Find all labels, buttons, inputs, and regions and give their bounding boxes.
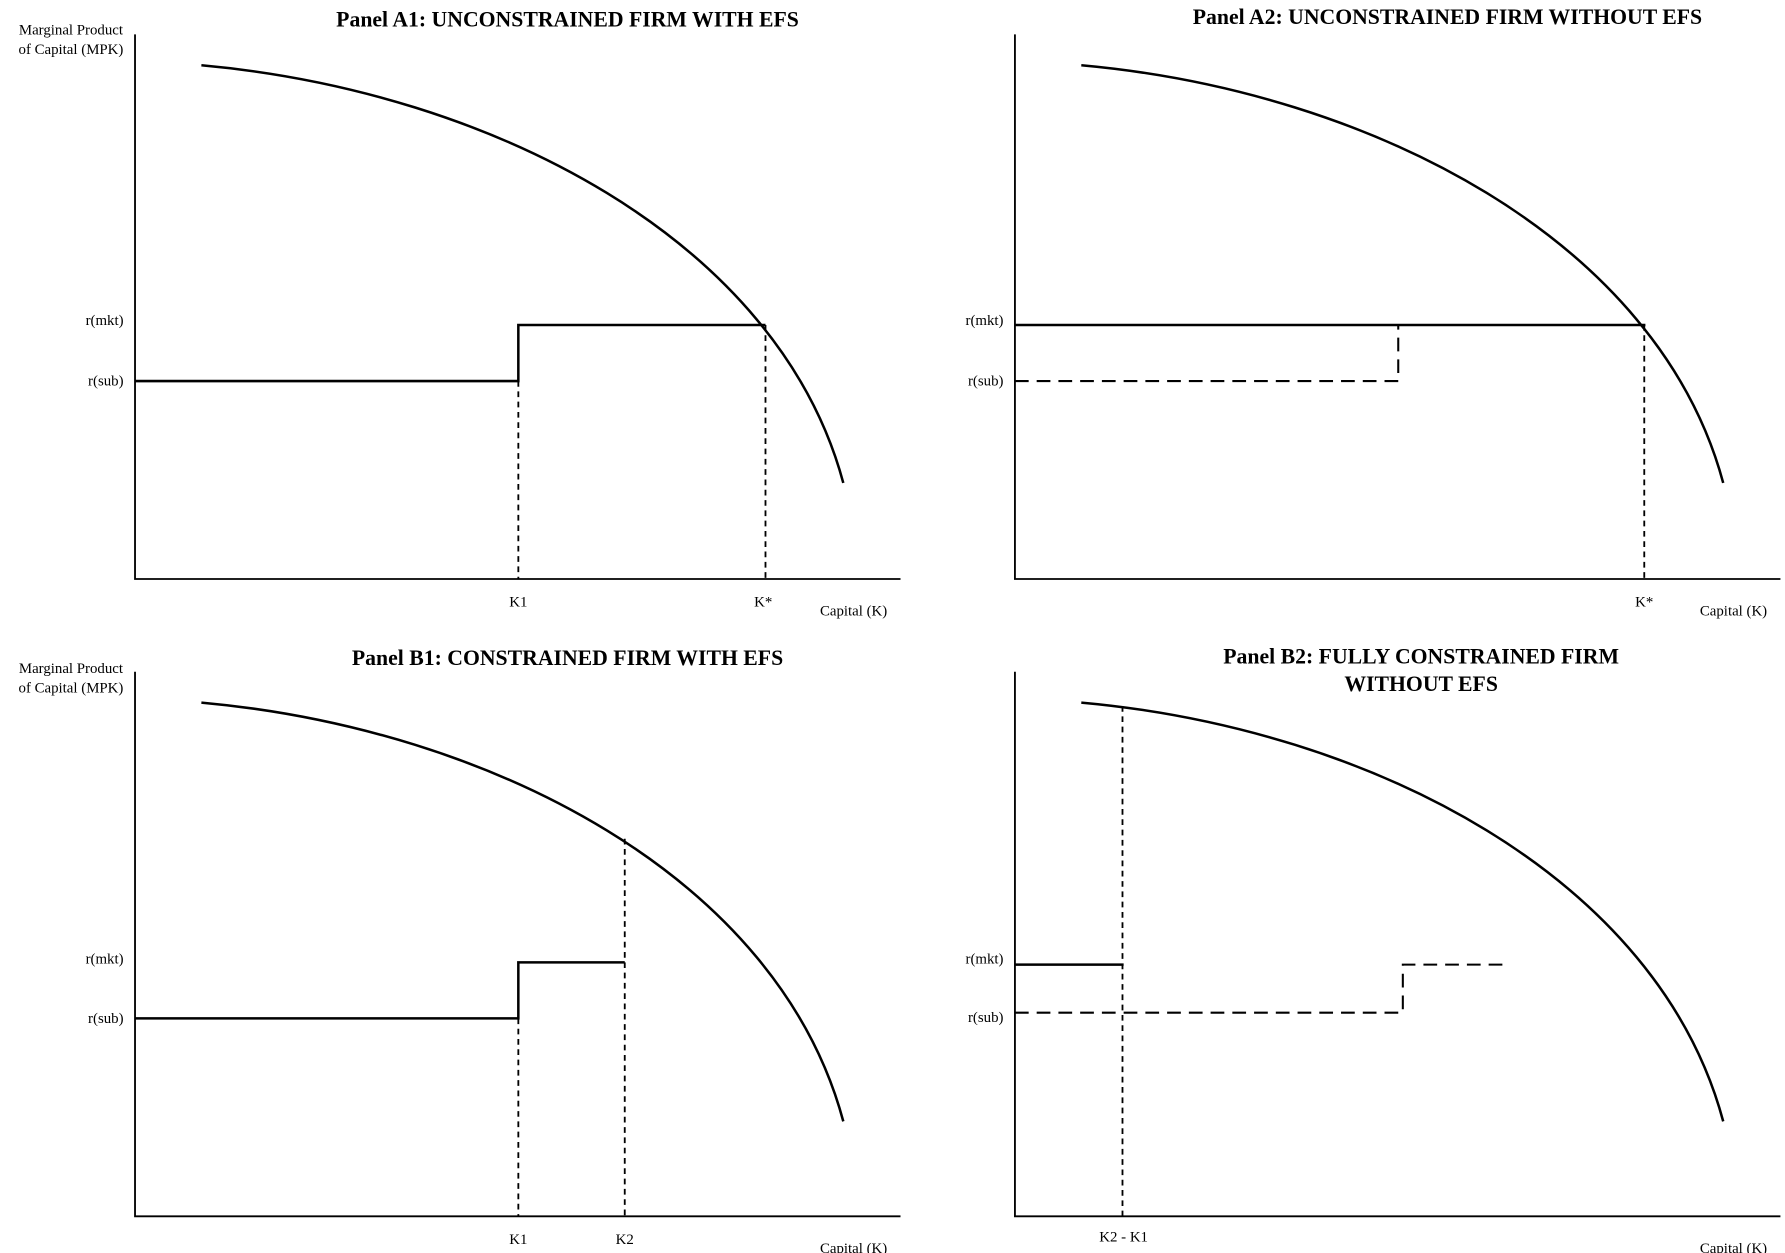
guide-line [517, 324, 767, 580]
panel-a1: Panel A1: UNCONSTRAINED FIRM WITH EFS Ma… [19, 7, 901, 620]
cost-of-capital [135, 961, 625, 1020]
axes [1014, 671, 1781, 1218]
x-axis-label: Capital (K) [820, 604, 887, 620]
mpk-curve [1081, 701, 1725, 1122]
y-label: r(mkt) [966, 951, 1004, 967]
cost-of-capital [135, 323, 766, 383]
x-label: K* [1635, 594, 1653, 610]
subsidized-rate [1014, 963, 1509, 1014]
x-label: K1 [509, 594, 527, 610]
x-axis-label: Capital (K) [1700, 1241, 1767, 1253]
x-label: K1 [509, 1232, 527, 1248]
y-label: r(sub) [88, 1011, 124, 1027]
axes [1014, 34, 1781, 580]
x-label: K* [754, 594, 772, 610]
panel-title: Panel B1: CONSTRAINED FIRM WITH EFS [352, 646, 783, 670]
mpk-curve [1081, 64, 1725, 484]
panel-b1: Panel B1: CONSTRAINED FIRM WITH EFS Marg… [19, 646, 901, 1253]
mpk-curve [201, 701, 845, 1122]
y-label: r(mkt) [86, 313, 124, 329]
panel-b2: Panel B2: FULLY CONSTRAINED FIRM WITHOUT… [966, 645, 1781, 1253]
y-label: r(mkt) [966, 313, 1004, 329]
y-label: r(mkt) [86, 951, 124, 967]
panel-title: Panel A1: UNCONSTRAINED FIRM WITH EFS [336, 7, 799, 31]
panel-title: WITHOUT EFS [1344, 672, 1498, 696]
x-axis-label: Capital (K) [1700, 604, 1767, 620]
x-label: K2 [616, 1232, 634, 1248]
y-axis-label: Marginal Product [19, 661, 124, 677]
guide-line [517, 838, 626, 1217]
x-label: K2 - K1 [1099, 1230, 1148, 1246]
y-label: r(sub) [968, 374, 1004, 390]
y-axis-label: of Capital (MPK) [19, 680, 124, 696]
y-label: r(sub) [88, 374, 124, 390]
panel-a2: Panel A2: UNCONSTRAINED FIRM WITHOUT EFS… [966, 5, 1781, 620]
panel-title: Panel A2: UNCONSTRAINED FIRM WITHOUT EFS [1193, 5, 1702, 29]
axes [134, 34, 901, 580]
x-axis-label: Capital (K) [820, 1241, 887, 1253]
y-label: r(sub) [968, 1010, 1004, 1026]
mpk-curve [201, 64, 845, 484]
axes [134, 671, 901, 1218]
panel-title: Panel B2: FULLY CONSTRAINED FIRM [1223, 645, 1619, 669]
subsidized-rate [1014, 324, 1400, 383]
y-axis-label: Marginal Product [19, 22, 124, 38]
y-axis-label: of Capital (MPK) [19, 42, 124, 58]
